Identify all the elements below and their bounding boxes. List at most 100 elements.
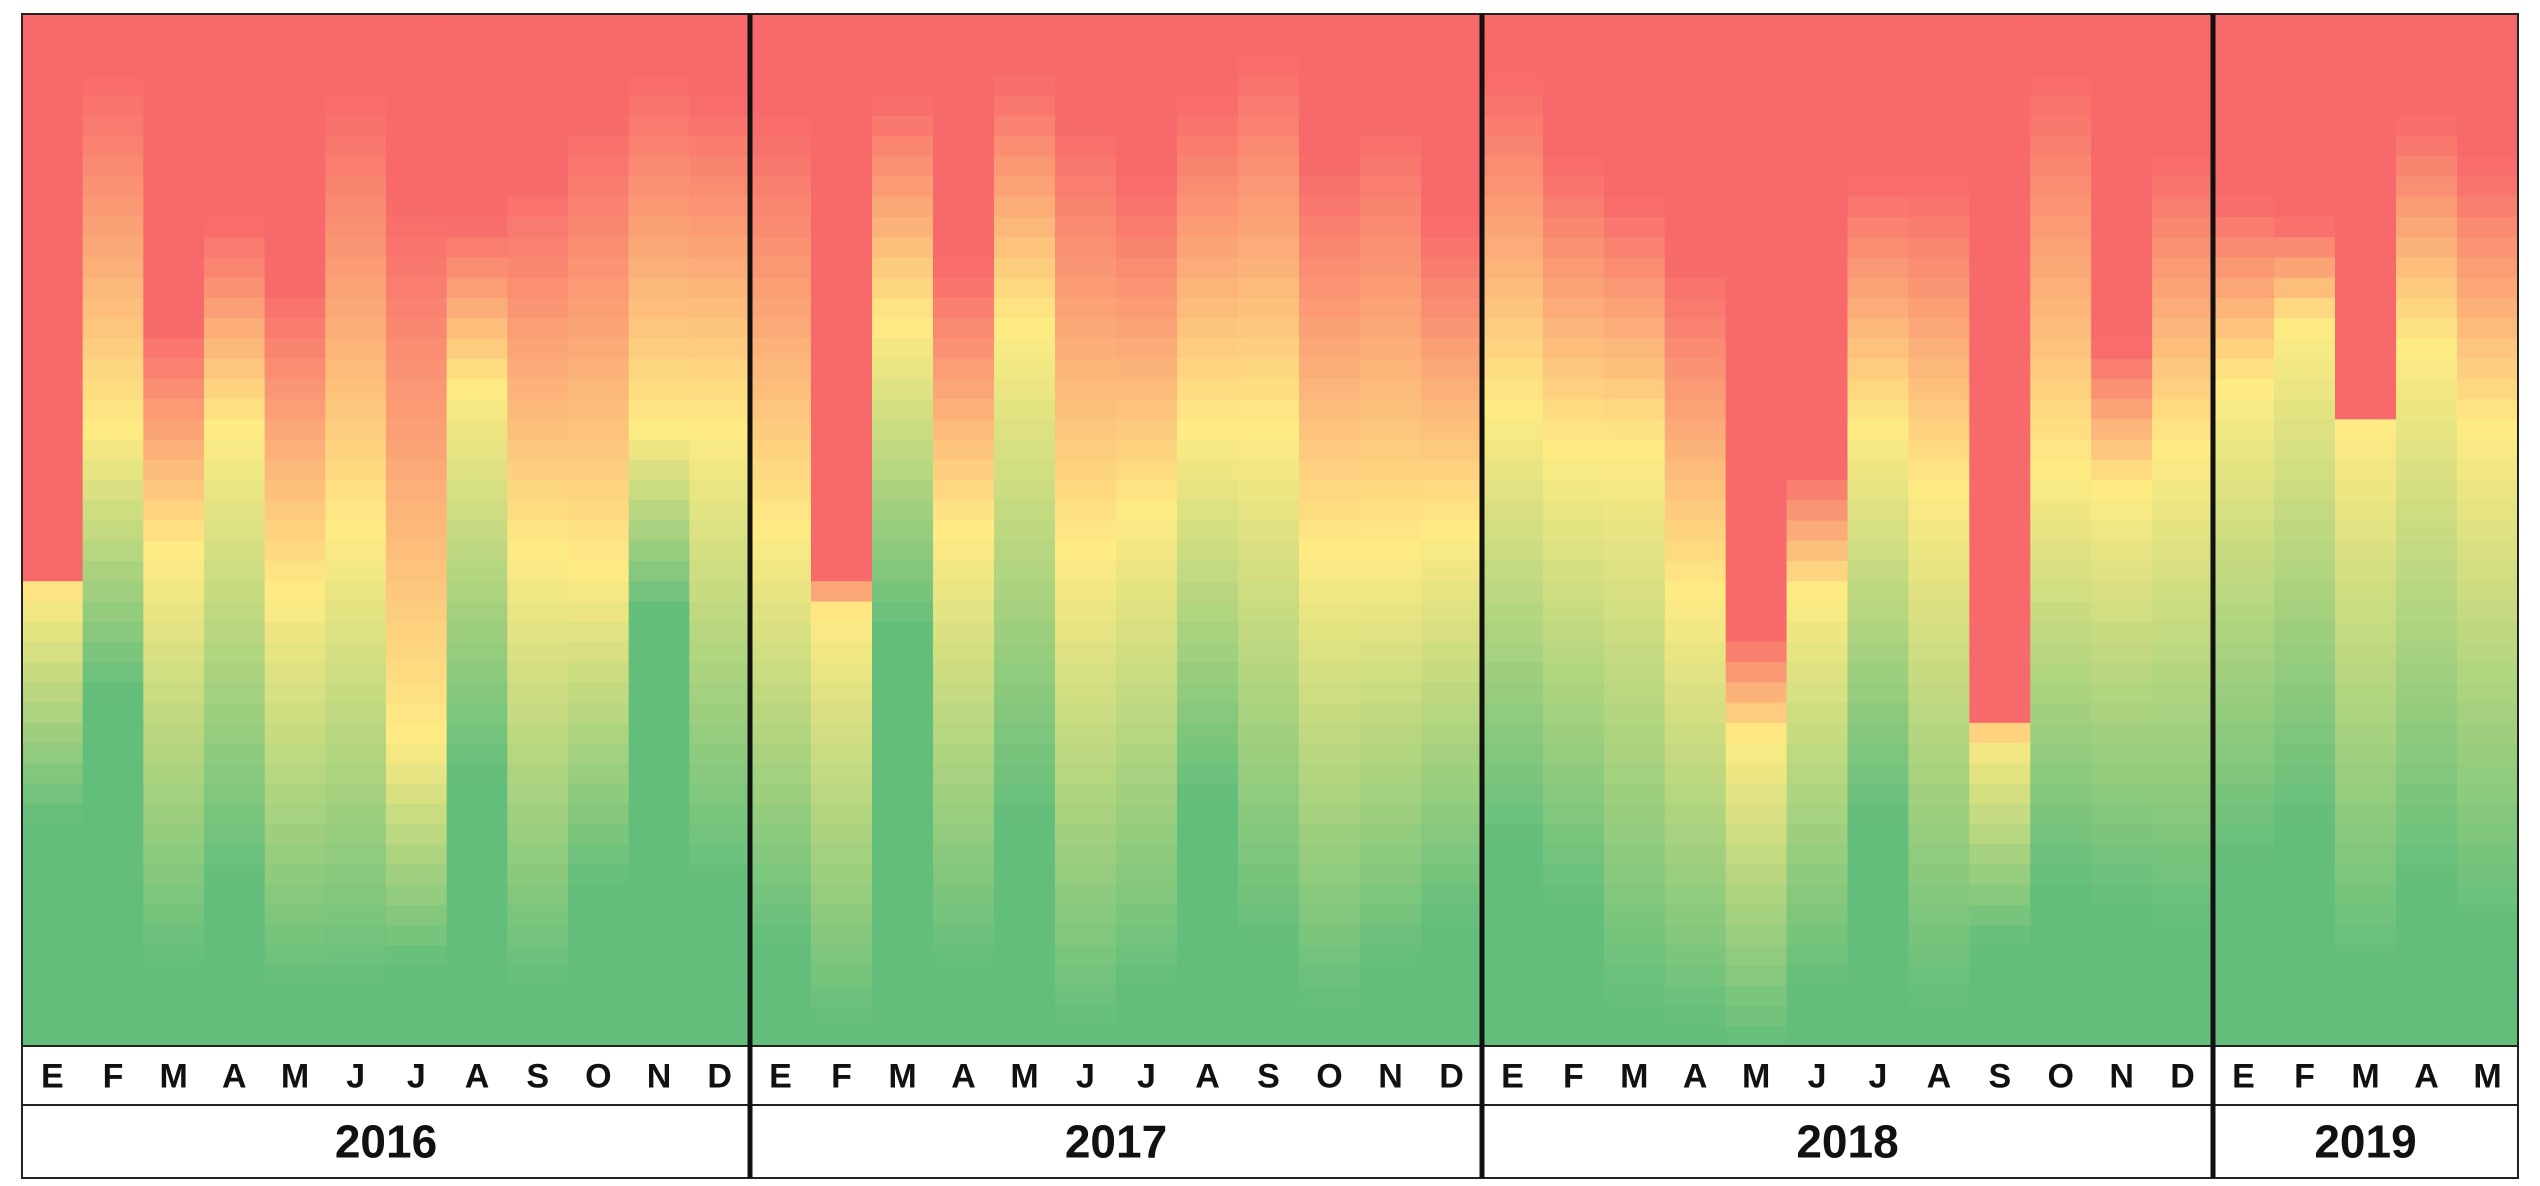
- heatmap-cell: [628, 74, 690, 96]
- heatmap-cell: [2274, 742, 2336, 764]
- heatmap-cell: [22, 641, 84, 663]
- heatmap-cell: [689, 499, 751, 521]
- heatmap-cell: [82, 94, 144, 116]
- heatmap-cell: [872, 904, 934, 926]
- heatmap-cell: [1055, 479, 1117, 501]
- heatmap-cell: [1542, 479, 1605, 501]
- heatmap-cell: [872, 762, 934, 784]
- heatmap-cell: [750, 580, 812, 602]
- heatmap-cell: [507, 256, 569, 278]
- heatmap-cell: [143, 34, 205, 56]
- heatmap-cell: [1908, 823, 1970, 845]
- heatmap-cell: [811, 34, 873, 56]
- heatmap-cell: [1847, 358, 1910, 379]
- heatmap-cell: [386, 600, 448, 622]
- heatmap-cell: [994, 681, 1056, 703]
- heatmap-cell: [2457, 418, 2519, 440]
- heatmap-cell: [446, 34, 508, 56]
- heatmap-cell: [386, 14, 448, 35]
- heatmap-cell: [1603, 236, 1666, 258]
- heatmap-cell: [933, 823, 995, 845]
- heatmap-cell: [2152, 944, 2214, 966]
- heatmap-cell: [568, 681, 630, 703]
- heatmap-cell: [1238, 702, 1300, 723]
- heatmap-cell: [143, 965, 205, 986]
- heatmap-cell: [1725, 256, 1788, 278]
- heatmap-cell: [628, 479, 690, 501]
- heatmap-cell: [2152, 924, 2214, 946]
- heatmap-cell: [1969, 519, 2031, 541]
- heatmap-cell: [1299, 115, 1361, 137]
- heatmap-cell: [750, 499, 812, 521]
- heatmap-cell: [568, 661, 630, 683]
- heatmap-cell: [2335, 34, 2397, 56]
- heatmap-cell: [1603, 14, 1666, 35]
- heatmap-cell: [2030, 378, 2092, 400]
- heatmap-cell: [2457, 681, 2519, 703]
- heatmap-cell: [1847, 155, 1910, 177]
- heatmap-cell: [1299, 216, 1361, 238]
- heatmap-cell: [628, 722, 690, 744]
- heatmap-cell: [568, 924, 630, 946]
- heatmap-cell: [1116, 661, 1178, 683]
- heatmap-cell: [2213, 621, 2275, 642]
- heatmap-cell: [1725, 965, 1788, 986]
- heatmap-cell: [689, 944, 751, 966]
- heatmap-cell: [1969, 94, 2031, 116]
- heatmap-cell: [1482, 580, 1544, 602]
- heatmap-cell: [2335, 540, 2397, 561]
- heatmap-cell: [2091, 175, 2153, 197]
- heatmap-cell: [2396, 540, 2458, 561]
- heatmap-cell: [1908, 337, 1970, 359]
- heatmap-cell: [1725, 843, 1788, 865]
- heatmap-cell: [1238, 34, 1300, 56]
- heatmap-cell: [994, 519, 1056, 541]
- heatmap-cell: [2091, 297, 2153, 319]
- heatmap-cell: [446, 1025, 508, 1047]
- heatmap-cell: [1299, 1025, 1361, 1047]
- heatmap-cell: [811, 479, 873, 501]
- heatmap-cell: [1116, 540, 1178, 561]
- heatmap-cell: [446, 216, 508, 238]
- heatmap-cell: [1786, 904, 1849, 926]
- heatmap-cell: [933, 155, 995, 177]
- heatmap-cell: [872, 843, 934, 865]
- heatmap-cell: [628, 1005, 690, 1027]
- month-tick-label: A: [951, 1058, 976, 1096]
- heatmap-cell: [1847, 621, 1910, 642]
- month-tick-label: M: [1742, 1058, 1770, 1096]
- heatmap-cell: [1908, 1005, 1970, 1027]
- heatmap-cell: [1786, 378, 1849, 400]
- heatmap-cell: [811, 1005, 873, 1027]
- heatmap-cell: [1238, 54, 1300, 76]
- heatmap-cell: [1116, 722, 1178, 744]
- heatmap-cell: [2335, 14, 2397, 35]
- heatmap-cell: [386, 702, 448, 723]
- heatmap-cell: [446, 54, 508, 76]
- heatmap-cell: [325, 459, 387, 481]
- heatmap-cell: [872, 175, 934, 197]
- heatmap-cell: [1664, 499, 1727, 521]
- heatmap-cell: [811, 843, 873, 865]
- heatmap-cell: [2457, 54, 2519, 76]
- heatmap-cell: [204, 944, 266, 966]
- heatmap-cell: [811, 115, 873, 137]
- heatmap-cell: [1786, 580, 1849, 602]
- heatmap-cell: [2396, 196, 2458, 217]
- heatmap-cell: [2396, 378, 2458, 400]
- heatmap-cell: [1847, 236, 1910, 258]
- heatmap-cell: [386, 924, 448, 946]
- heatmap-cell: [628, 661, 690, 683]
- heatmap-cell: [2457, 236, 2519, 258]
- heatmap-cell: [204, 580, 266, 602]
- heatmap-cell: [750, 661, 812, 683]
- heatmap-cell: [1908, 681, 1970, 703]
- heatmap-cell: [1238, 256, 1300, 278]
- heatmap-cell: [628, 621, 690, 642]
- heatmap-cell: [82, 580, 144, 602]
- heatmap-cell: [1603, 884, 1666, 905]
- heatmap-cell: [2030, 256, 2092, 278]
- heatmap-cell: [933, 702, 995, 723]
- heatmap-cell: [1603, 985, 1666, 1007]
- heatmap-cell: [1847, 641, 1910, 663]
